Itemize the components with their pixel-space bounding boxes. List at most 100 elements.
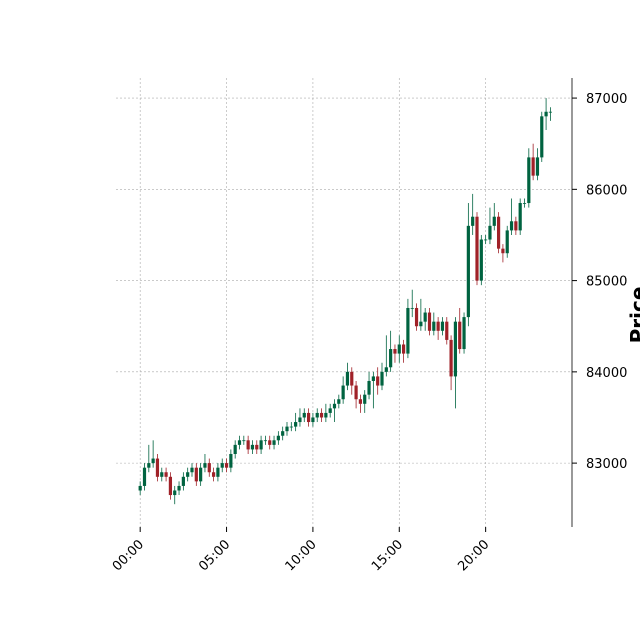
- candle-body: [328, 408, 332, 413]
- candle-body: [229, 453, 233, 468]
- candle-body: [548, 111, 553, 113]
- candle-body: [384, 367, 388, 372]
- candle-body: [531, 157, 535, 176]
- candle-body: [294, 422, 298, 427]
- candle-body: [181, 476, 185, 486]
- candle-body: [527, 157, 531, 204]
- candle-body: [380, 371, 384, 386]
- candle-body: [233, 444, 237, 454]
- candle-body: [255, 444, 259, 450]
- candle-body: [440, 321, 445, 331]
- candle-body: [302, 412, 306, 418]
- candle-body: [268, 440, 272, 445]
- candle-body: [505, 230, 509, 254]
- candle-body: [397, 344, 401, 354]
- candle-body: [471, 216, 475, 226]
- candle-body: [535, 157, 540, 176]
- candle-body: [151, 458, 155, 464]
- candle-body: [406, 307, 410, 354]
- y-tick-label: 83000: [586, 457, 627, 472]
- candle-body: [445, 321, 449, 340]
- candle-body: [173, 490, 177, 496]
- candle-body: [488, 225, 492, 240]
- y-tick-label: 87000: [586, 92, 627, 107]
- candle-body: [466, 225, 470, 318]
- candle-body: [341, 385, 345, 400]
- candle-body: [289, 426, 293, 428]
- candle-body: [246, 440, 250, 450]
- candle-body: [414, 307, 419, 327]
- candle-body: [194, 467, 198, 482]
- x-tick-label: 20:00: [455, 537, 492, 574]
- candle-body: [453, 321, 458, 377]
- y-tick-label: 85000: [586, 275, 627, 290]
- candle-body: [436, 321, 440, 331]
- candle-body: [427, 312, 432, 331]
- candle-body: [458, 321, 462, 350]
- candle-body: [259, 440, 263, 450]
- candle-body: [496, 216, 501, 249]
- candle-body: [272, 440, 276, 445]
- candle-body: [298, 417, 302, 423]
- candle-body: [358, 399, 363, 404]
- candle-body: [501, 248, 505, 254]
- x-tick-label: 10:00: [283, 537, 320, 574]
- candle-body: [475, 216, 479, 281]
- candle-body: [363, 394, 367, 404]
- candle-body: [522, 203, 527, 204]
- y-tick-label: 84000: [586, 366, 627, 381]
- candle-body: [509, 221, 514, 231]
- candle-body: [242, 440, 246, 442]
- candle-body: [315, 412, 319, 418]
- candle-body: [142, 467, 147, 486]
- candle-body: [186, 472, 190, 477]
- candle-body: [168, 476, 173, 496]
- x-tick-label: 00:00: [110, 537, 147, 574]
- candle-body: [281, 431, 285, 436]
- candle-body: [423, 312, 427, 322]
- candle-body: [199, 467, 203, 482]
- candle-body: [324, 412, 328, 418]
- candle-body: [190, 467, 194, 473]
- y-tick-label: 86000: [586, 183, 627, 198]
- candle-body: [393, 349, 397, 354]
- candle-body: [332, 403, 337, 409]
- candle-body: [285, 426, 289, 432]
- x-tick-label: 15:00: [369, 537, 406, 574]
- candle-body: [432, 321, 436, 331]
- candle-body: [354, 385, 358, 400]
- candle-body: [389, 349, 393, 368]
- candle-body: [376, 376, 380, 386]
- candle-body: [207, 463, 211, 473]
- candle-body: [237, 440, 242, 445]
- candle-body: [492, 216, 496, 226]
- candle-body: [177, 485, 181, 491]
- candle-body: [484, 239, 488, 241]
- candle-body: [337, 399, 341, 404]
- candle-body: [164, 472, 168, 477]
- y-axis-label: Price: [626, 287, 640, 344]
- candle-body: [147, 463, 151, 468]
- candle-body: [544, 111, 548, 117]
- candle-body: [276, 435, 280, 441]
- candle-body: [419, 321, 423, 327]
- x-tick-label: 05:00: [196, 537, 233, 574]
- candle-body: [306, 412, 311, 423]
- candle-body: [155, 458, 160, 477]
- candle-body: [514, 221, 518, 231]
- candle-body: [160, 472, 164, 477]
- candle-body: [216, 467, 220, 477]
- candle-body: [250, 444, 255, 450]
- candle-body: [345, 371, 350, 386]
- candle-body: [479, 239, 483, 281]
- candle-body: [401, 344, 406, 354]
- candle-body: [224, 463, 229, 468]
- candle-body: [350, 371, 354, 386]
- candle-body: [410, 307, 414, 309]
- candle-body: [203, 463, 207, 468]
- candle-body: [211, 472, 216, 477]
- candle-body: [220, 463, 224, 468]
- candle-body: [367, 380, 371, 395]
